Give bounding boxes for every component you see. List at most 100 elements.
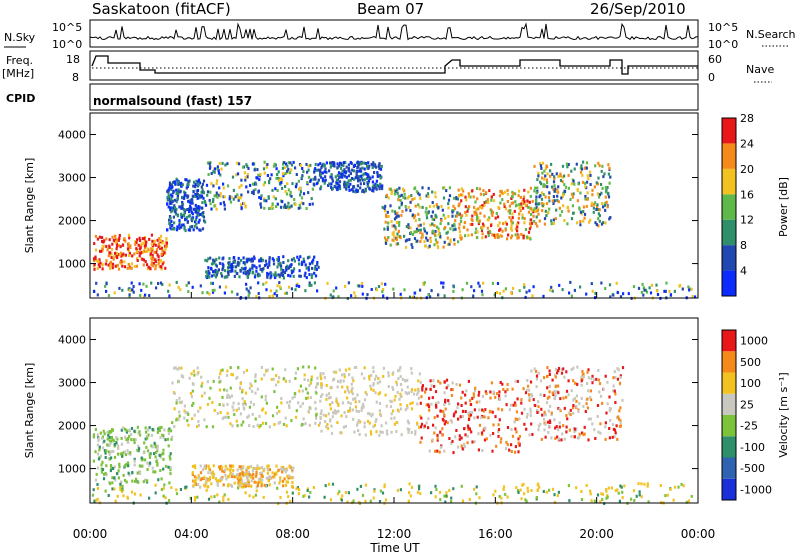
echo-cell (529, 380, 533, 384)
echo-cell (353, 177, 356, 181)
echo-cell (372, 496, 375, 500)
echo-cell (463, 442, 466, 446)
echo-cell (210, 471, 213, 475)
echo-cell (296, 486, 299, 490)
echo-cell (134, 438, 137, 441)
echo-cell (591, 193, 594, 197)
colorbar-segment (722, 351, 736, 373)
echo-cell (124, 453, 127, 457)
echo-cell (415, 190, 418, 194)
echo-cell (614, 376, 617, 379)
echo-cell (169, 216, 172, 220)
echo-cell (280, 178, 284, 182)
echo-cell (360, 281, 364, 285)
echo-cell (431, 217, 434, 221)
echo-cell (293, 392, 296, 396)
echo-cell (459, 234, 462, 237)
echo-cell (450, 496, 453, 500)
echo-cell (557, 437, 560, 441)
echo-cell (552, 180, 556, 184)
echo-cell (221, 257, 224, 261)
echo-cell (296, 255, 299, 259)
echo-cell (406, 378, 409, 382)
echo-cell (332, 370, 335, 374)
echo-cell (347, 491, 350, 495)
echo-cell (420, 395, 423, 399)
echo-cell (175, 200, 178, 204)
echo-cell (113, 476, 116, 480)
echo-cell (110, 436, 114, 439)
echo-cell (589, 417, 592, 421)
echo-cell (356, 160, 359, 164)
echo-cell (546, 396, 549, 400)
echo-cell (477, 281, 480, 285)
echo-cell (203, 391, 206, 395)
echo-cell (237, 482, 240, 486)
echo-cell (242, 482, 245, 486)
echo-cell (600, 191, 603, 195)
colorbar-label: Power [dB] (777, 177, 790, 237)
echo-cell (164, 496, 167, 500)
echo-cell (573, 288, 576, 292)
echo-cell (174, 366, 177, 370)
echo-cell (103, 432, 106, 436)
echo-cell (581, 431, 584, 435)
echo-cell (257, 190, 260, 194)
echo-cell (192, 207, 196, 211)
echo-cell (573, 427, 577, 431)
echo-cell (447, 243, 450, 247)
echo-cell (453, 412, 456, 416)
echo-cell (619, 295, 623, 299)
echo-cell (381, 184, 384, 188)
echo-cell (645, 290, 649, 294)
echo-cell (216, 165, 219, 169)
echo-cell (413, 392, 416, 396)
echo-cell (450, 388, 453, 392)
echo-cell (426, 192, 430, 196)
echo-cell (197, 423, 200, 427)
echo-cell (139, 433, 142, 437)
echo-cell (344, 368, 348, 372)
echo-cell (96, 293, 99, 297)
echo-cell (309, 407, 312, 410)
echo-cell (154, 450, 158, 454)
echo-cell (223, 470, 226, 474)
echo-cell (196, 425, 199, 428)
echo-cell (326, 423, 329, 426)
echo-cell (378, 433, 381, 437)
echo-cell (250, 484, 253, 488)
echo-cell (277, 176, 280, 180)
echo-cell (240, 266, 244, 270)
echo-cell (557, 185, 560, 189)
echo-cell (377, 377, 380, 380)
echo-cell (157, 258, 160, 262)
echo-cell (211, 425, 215, 429)
echo-cell (109, 264, 112, 267)
echo-cell (590, 201, 593, 205)
echo-cell (277, 262, 280, 266)
colorbar-tick-label: 100 (740, 377, 761, 390)
echo-cell (471, 189, 474, 193)
echo-cell (213, 194, 216, 198)
echo-cell (231, 175, 235, 179)
echo-cell (196, 209, 199, 213)
echo-cell (466, 424, 470, 428)
echo-cell (471, 222, 474, 226)
echo-cell (325, 414, 328, 418)
echo-cell (554, 187, 557, 191)
echo-cell (312, 258, 315, 262)
echo-cell (407, 391, 410, 395)
echo-cell (443, 380, 446, 384)
echo-cell (290, 168, 293, 172)
echo-cell (98, 265, 101, 269)
echo-cell (630, 497, 633, 501)
echo-cell (144, 250, 147, 254)
echo-cell (254, 188, 257, 192)
echo-cell (506, 426, 510, 429)
echo-cell (535, 385, 538, 389)
echo-cell (581, 180, 585, 184)
echo-cell (96, 483, 99, 486)
echo-cell (254, 373, 257, 377)
echo-cell (313, 271, 316, 275)
echo-cell (477, 207, 480, 211)
